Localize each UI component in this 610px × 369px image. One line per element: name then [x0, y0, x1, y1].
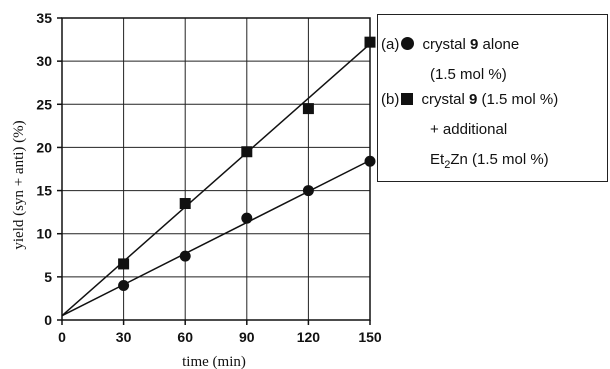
legend-entry-b: (b) crystal 9 (1.5 mol %)	[381, 91, 558, 108]
y-tick-label-0: 0	[44, 312, 52, 328]
plot-frame	[61, 17, 371, 321]
point-a-90	[241, 212, 253, 224]
x-tick-label-0: 0	[58, 329, 66, 345]
point-b-30	[118, 258, 130, 270]
legend-a-text1: crystal	[422, 36, 471, 53]
y-tick-label-10: 10	[36, 226, 52, 242]
y-tick-label-35: 35	[36, 10, 52, 26]
grid	[62, 18, 370, 320]
x-tick-label-150: 150	[358, 329, 382, 345]
legend-b-text2: (1.5 mol %)	[477, 91, 559, 108]
legend-a-line2: (1.5 mol %)	[430, 66, 507, 83]
point-b-60	[179, 198, 191, 210]
y-tick-label-25: 25	[36, 96, 52, 112]
square-marker-icon	[401, 93, 414, 105]
legend-b-text1: crystal	[421, 91, 470, 108]
y-axis-title: yield (syn + anti) (%)	[11, 120, 27, 249]
legend: (a) crystal 9 alone (1.5 mol %) (b) crys…	[377, 14, 608, 182]
y-tick-label-30: 30	[36, 53, 52, 69]
x-tick-label-60: 60	[177, 329, 193, 345]
point-b-120	[302, 103, 314, 115]
fit-line-b	[61, 43, 371, 317]
point-a-150	[364, 155, 376, 167]
x-tick-label-90: 90	[239, 329, 255, 345]
legend-b-line3-pre: Et	[430, 151, 445, 168]
axes	[57, 17, 371, 325]
fit-line-a	[61, 159, 371, 317]
legend-entry-a: (a) crystal 9 alone	[381, 36, 519, 53]
point-b-150	[364, 36, 376, 48]
x-tick-label-120: 120	[297, 329, 321, 345]
legend-b-compound: 9	[469, 91, 478, 108]
x-tick-label-30: 30	[116, 329, 132, 345]
legend-b-line3-sub: 2	[444, 159, 451, 171]
legend-a-text2: alone	[478, 36, 520, 53]
y-tick-label-15: 15	[36, 183, 52, 199]
legend-b-line2: + additional	[430, 121, 508, 138]
legend-tag-b: (b)	[381, 91, 400, 108]
point-a-60	[179, 250, 191, 262]
point-a-120	[302, 185, 314, 197]
data-points	[118, 36, 376, 291]
legend-a-compound: 9	[470, 36, 479, 53]
circle-marker-icon	[401, 37, 415, 50]
x-axis-title: time (min)	[182, 354, 246, 369]
point-a-30	[118, 279, 130, 291]
point-b-90	[241, 146, 253, 158]
tick-labels: 0 30 60 90 120 150 0 5 10 15 20 25 30 35	[36, 10, 381, 345]
y-tick-label-20: 20	[36, 139, 52, 155]
legend-tag-a: (a)	[381, 36, 400, 53]
legend-b-line3: Et2Zn (1.5 mol %)	[430, 151, 549, 171]
legend-b-line3-post: Zn (1.5 mol %)	[450, 151, 549, 168]
fit-lines	[61, 43, 371, 317]
y-tick-label-5: 5	[44, 269, 52, 285]
